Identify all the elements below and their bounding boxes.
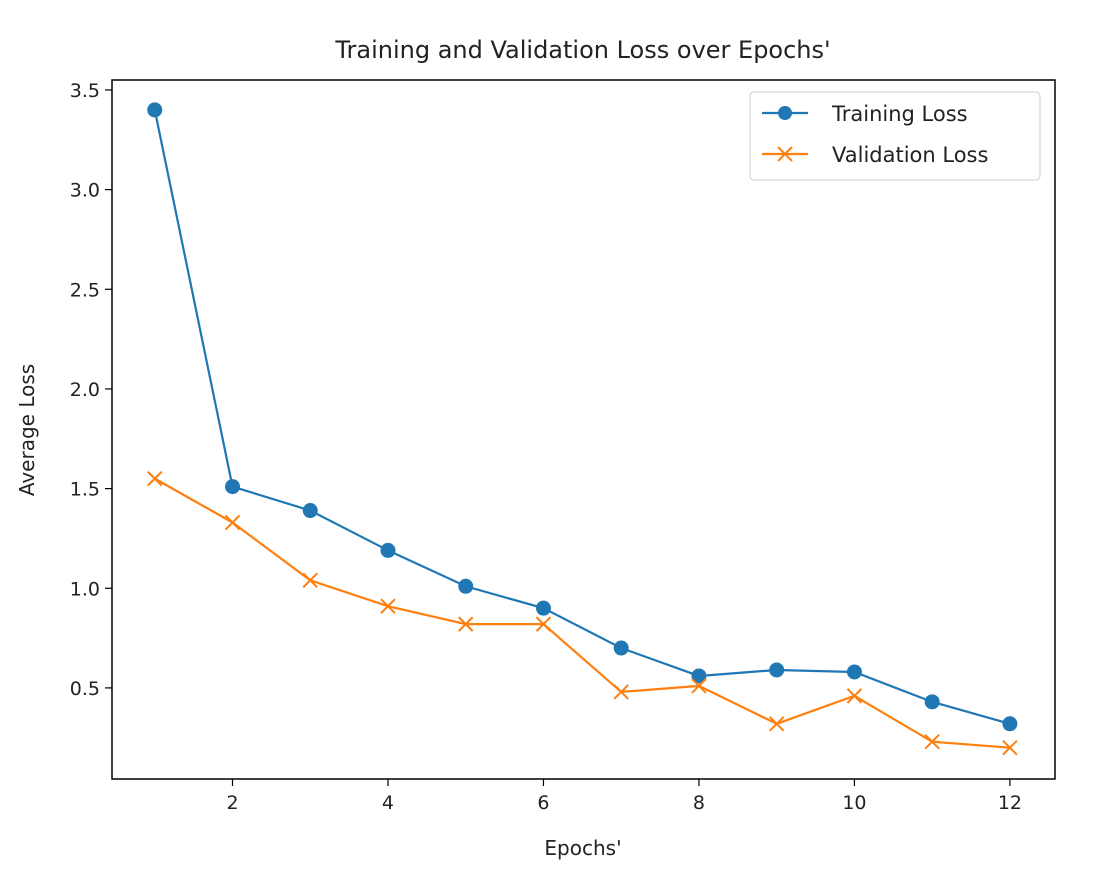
y-tick-label: 3.0 [70,180,100,202]
training-loss-point [924,694,940,710]
training-loss-point [769,662,785,678]
training-loss-point [846,664,862,680]
validation-loss-point [768,716,785,732]
y-tick-label: 2.0 [70,379,100,401]
chart-title: Training and Validation Loss over Epochs… [334,36,830,64]
validation-loss-point [147,470,163,487]
series-line-validation-loss [154,477,1010,749]
training-loss-point [535,600,551,616]
legend-label-training: Training Loss [831,102,968,126]
training-loss-point [302,503,318,519]
training-loss-point [380,542,396,558]
y-axis-ticks: 0.5 1.0 1.5 2.0 2.5 3.0 3.5 [70,80,112,700]
y-tick-label: 1.5 [70,479,100,501]
training-loss-point [613,640,629,656]
training-loss-point [458,578,474,594]
y-tick-label: 0.5 [70,678,100,700]
x-tick-label: 2 [226,792,238,814]
training-loss-point [224,479,240,495]
x-axis-ticks: 2 4 6 8 10 12 [226,779,1022,814]
y-tick-label: 1.0 [70,578,100,600]
x-tick-label: 10 [842,792,866,814]
y-tick-label: 2.5 [70,279,100,301]
validation-loss-point [613,684,629,700]
legend: Training Loss Validation Loss [749,91,1041,181]
x-tick-label: 6 [537,792,549,814]
training-loss-point [147,102,163,118]
validation-loss-point [1002,739,1018,756]
x-tick-label: 4 [382,792,394,814]
y-tick-label: 3.5 [70,80,100,102]
validation-loss-point [846,688,863,704]
validation-loss-point [924,734,940,750]
legend-x-marker-icon [777,146,793,162]
validation-loss-point [535,616,552,632]
x-axis-label: Epochs' [544,836,621,860]
plot-area [111,79,1056,780]
series-group [147,102,1018,756]
validation-loss-point [302,572,318,588]
x-tick-label: 8 [693,792,705,814]
validation-loss-point [691,678,707,694]
training-loss-point [691,668,707,684]
validation-loss-point [224,514,241,531]
y-axis-label: Average Loss [15,364,39,496]
training-loss-point [1002,716,1018,732]
validation-loss-point [458,616,474,632]
legend-label-validation: Validation Loss [832,143,988,167]
legend-circle-marker-icon [778,106,792,120]
x-tick-label: 12 [998,792,1022,814]
series-line-training-loss [153,109,1011,725]
validation-loss-point [380,598,396,614]
